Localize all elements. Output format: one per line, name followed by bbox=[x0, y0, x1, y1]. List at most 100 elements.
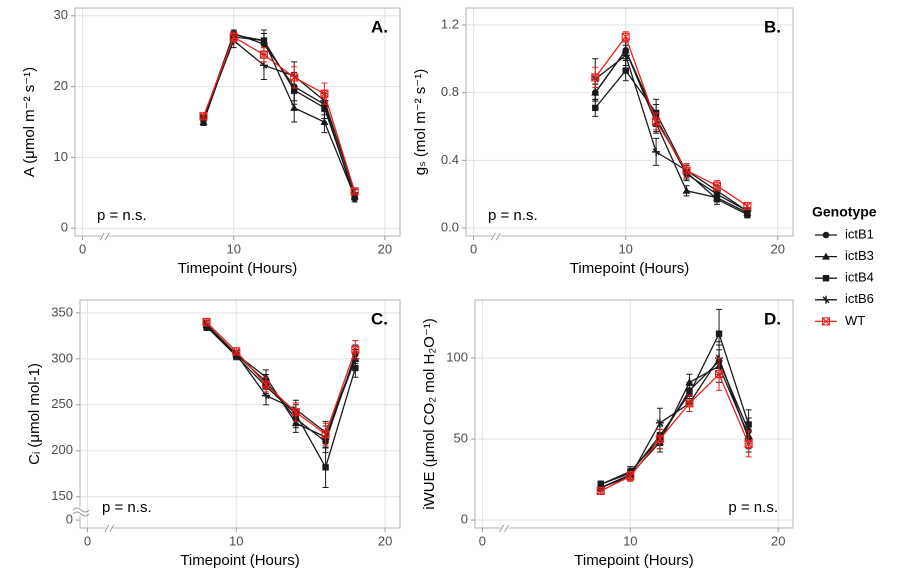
plot-frame bbox=[74, 7, 401, 237]
marker bbox=[320, 89, 329, 98]
panel-label: D. bbox=[764, 309, 781, 328]
plot-area bbox=[80, 300, 400, 528]
marker bbox=[626, 472, 635, 481]
panel: 0 10 20 0 50 100 D. p = n.s. Timepoint (Hours) iW… bbox=[421, 299, 794, 569]
y-axis-title: gₛ (mol m⁻² s⁻¹) bbox=[412, 69, 429, 175]
marker bbox=[259, 50, 269, 59]
x-axis-title: Timepoint (Hours) bbox=[570, 260, 689, 277]
legend-label: ictB6 bbox=[845, 291, 874, 306]
x-tick-label: 10 bbox=[623, 533, 637, 548]
y-axis-title: A (μmol m⁻² s⁻¹) bbox=[21, 67, 38, 177]
marker bbox=[622, 67, 629, 74]
axis-break bbox=[99, 232, 110, 241]
legend-label: ictB4 bbox=[845, 270, 874, 285]
plot-area bbox=[75, 8, 400, 236]
y-tick-label: 30 bbox=[54, 7, 68, 22]
legend-title: Genotype bbox=[812, 204, 877, 220]
marker bbox=[745, 421, 752, 428]
series-line bbox=[202, 39, 356, 194]
marker bbox=[351, 345, 360, 354]
y-tick-label: 200 bbox=[51, 442, 73, 457]
marker bbox=[592, 104, 599, 112]
plot-frame bbox=[474, 299, 794, 529]
marker bbox=[712, 181, 722, 190]
series-line bbox=[202, 36, 356, 192]
marker bbox=[621, 51, 630, 60]
x-tick-label: 0 bbox=[479, 533, 486, 548]
legend-label: ictB3 bbox=[845, 248, 874, 263]
marker bbox=[199, 112, 208, 121]
marker bbox=[291, 408, 300, 417]
series-line bbox=[600, 365, 750, 489]
series-line bbox=[600, 331, 750, 486]
annotation: p = n.s. bbox=[102, 499, 152, 516]
plot-frame bbox=[79, 299, 401, 529]
x-tick-label: 20 bbox=[378, 533, 392, 548]
marker bbox=[744, 439, 753, 448]
marker bbox=[685, 399, 694, 408]
marker bbox=[686, 390, 693, 397]
y-tick-label: 0 bbox=[61, 220, 68, 235]
legend-marker bbox=[822, 231, 830, 239]
legend-marker bbox=[822, 295, 830, 304]
panel-label: A. bbox=[371, 17, 388, 36]
axis-break bbox=[490, 232, 501, 241]
marker bbox=[290, 73, 299, 82]
marker bbox=[715, 330, 723, 337]
legend-marker bbox=[821, 317, 831, 326]
marker bbox=[202, 318, 211, 327]
marker bbox=[685, 378, 694, 386]
marker bbox=[621, 32, 630, 41]
series-line bbox=[206, 321, 356, 436]
y-tick-label: 0 bbox=[461, 511, 468, 526]
marker bbox=[713, 196, 721, 203]
marker bbox=[229, 32, 238, 42]
marker bbox=[350, 187, 359, 196]
axis-break-gap bbox=[105, 525, 114, 531]
y-tick-label: 0.0 bbox=[441, 219, 459, 234]
x-axis-title: Timepoint (Hours) bbox=[178, 260, 297, 277]
axis-break-gap bbox=[101, 233, 110, 239]
series-line bbox=[594, 69, 748, 216]
marker bbox=[652, 147, 661, 156]
marker bbox=[322, 464, 329, 471]
x-tick-label: 10 bbox=[229, 533, 243, 548]
y-tick-label: 10 bbox=[54, 149, 68, 164]
marker bbox=[682, 166, 691, 175]
x-tick-label: 10 bbox=[226, 241, 240, 256]
y-tick-label: 1.2 bbox=[441, 16, 459, 31]
panel-label: B. bbox=[764, 17, 781, 36]
marker bbox=[321, 430, 330, 439]
series-line bbox=[600, 373, 750, 492]
marker bbox=[682, 186, 691, 194]
marker bbox=[232, 347, 241, 356]
marker bbox=[655, 418, 664, 427]
x-tick-label: 0 bbox=[470, 241, 477, 256]
marker bbox=[290, 103, 299, 111]
axis-break-gap bbox=[500, 525, 509, 531]
legend-marker bbox=[822, 252, 830, 260]
axis-break-gap bbox=[77, 507, 83, 515]
x-axis-title: Timepoint (Hours) bbox=[574, 552, 693, 569]
axis-break bbox=[72, 507, 90, 517]
y-tick-label: 50 bbox=[454, 430, 468, 445]
x-tick-label: 0 bbox=[84, 533, 91, 548]
x-tick-label: 10 bbox=[618, 241, 632, 256]
y-tick-label: 100 bbox=[446, 349, 468, 364]
legend-marker bbox=[822, 275, 830, 282]
marker bbox=[320, 118, 329, 125]
axis-break bbox=[104, 524, 115, 533]
marker bbox=[743, 201, 752, 211]
plot-frame bbox=[465, 7, 794, 237]
marker bbox=[262, 391, 271, 400]
axis-break bbox=[499, 524, 510, 533]
marker bbox=[655, 434, 664, 444]
marker bbox=[652, 117, 661, 126]
y-tick-label: 0.8 bbox=[441, 84, 459, 99]
panel: 0 10 20 0.0 0.4 0.8 1.2 B. p = n.s. Timepoint (Ho… bbox=[412, 7, 794, 277]
axis-break-gap bbox=[492, 233, 501, 239]
x-tick-label: 20 bbox=[378, 241, 392, 256]
y-axis-title: Cᵢ (μmol mol-1) bbox=[26, 363, 43, 465]
x-axis-title: Timepoint (Hours) bbox=[180, 552, 299, 569]
marker bbox=[591, 73, 600, 82]
